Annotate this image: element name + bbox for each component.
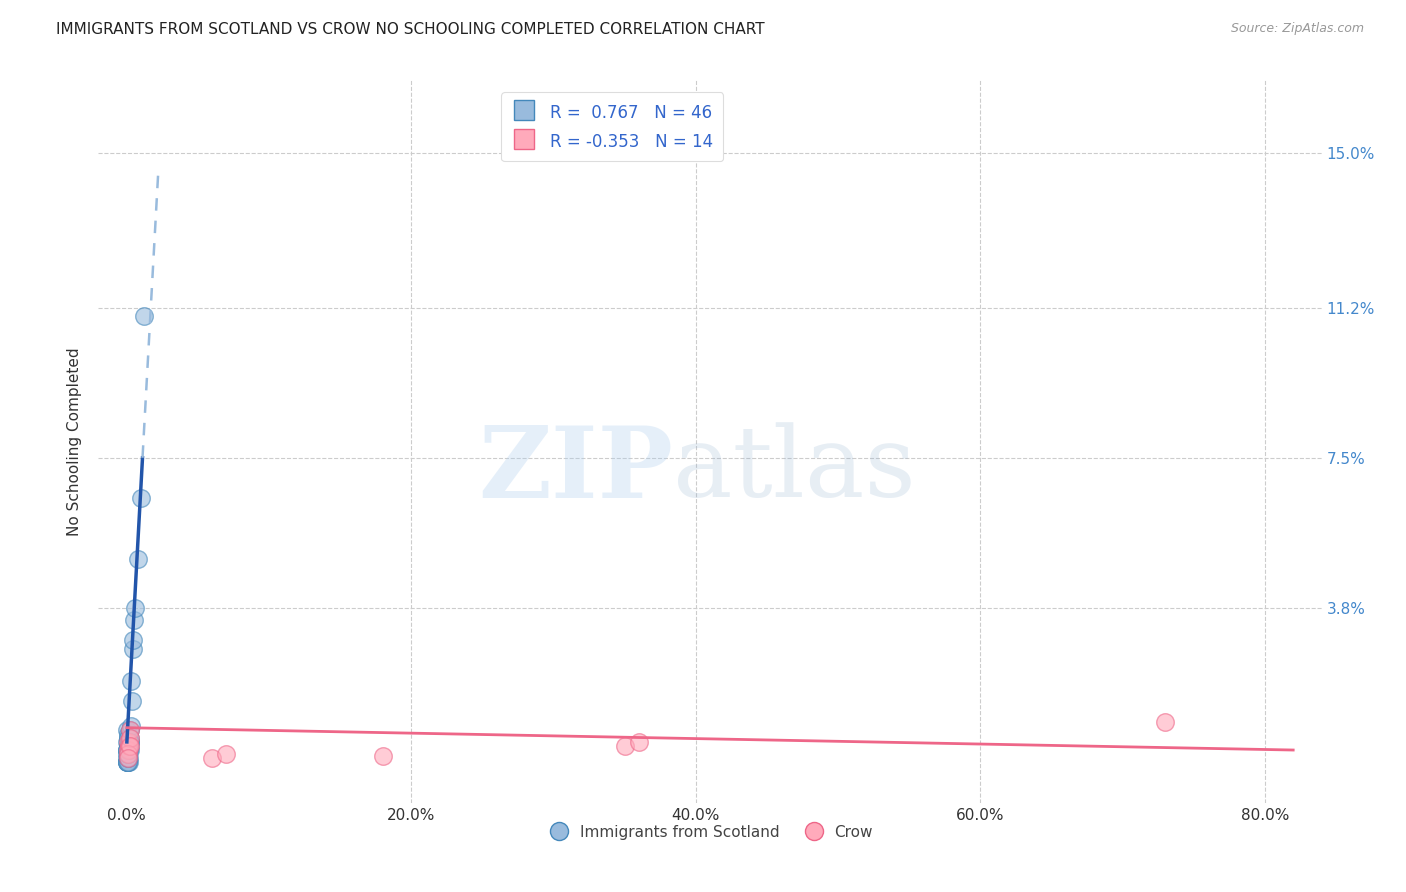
- Point: [118, 723, 141, 737]
- Point: [132, 309, 155, 323]
- Point: [117, 755, 139, 769]
- Point: [122, 633, 145, 648]
- Point: [118, 735, 141, 749]
- Point: [118, 739, 141, 753]
- Point: [117, 735, 139, 749]
- Text: atlas: atlas: [673, 423, 917, 518]
- Point: [115, 751, 138, 765]
- Point: [115, 743, 138, 757]
- Point: [115, 755, 138, 769]
- Point: [118, 751, 141, 765]
- Point: [121, 641, 143, 656]
- Point: [115, 743, 138, 757]
- Point: [1154, 714, 1177, 729]
- Point: [115, 755, 138, 769]
- Point: [118, 735, 141, 749]
- Text: IMMIGRANTS FROM SCOTLAND VS CROW NO SCHOOLING COMPLETED CORRELATION CHART: IMMIGRANTS FROM SCOTLAND VS CROW NO SCHO…: [56, 22, 765, 37]
- Point: [122, 613, 145, 627]
- Point: [120, 719, 142, 733]
- Text: ZIP: ZIP: [478, 422, 673, 519]
- Point: [118, 735, 141, 749]
- Point: [117, 751, 139, 765]
- Point: [115, 743, 138, 757]
- Y-axis label: No Schooling Completed: No Schooling Completed: [67, 347, 83, 536]
- Point: [117, 747, 139, 761]
- Point: [118, 723, 141, 737]
- Point: [115, 755, 138, 769]
- Point: [115, 723, 138, 737]
- Point: [117, 743, 139, 757]
- Point: [117, 739, 139, 753]
- Point: [117, 751, 139, 765]
- Point: [124, 601, 146, 615]
- Point: [117, 747, 139, 761]
- Point: [118, 755, 141, 769]
- Point: [117, 747, 139, 761]
- Point: [120, 731, 142, 745]
- Point: [121, 694, 143, 708]
- Point: [120, 673, 142, 688]
- Point: [117, 743, 139, 757]
- Point: [118, 743, 141, 757]
- Point: [129, 491, 152, 506]
- Point: [117, 731, 139, 745]
- Point: [371, 749, 394, 764]
- Point: [115, 735, 138, 749]
- Point: [215, 747, 238, 761]
- Point: [117, 747, 139, 761]
- Point: [117, 739, 139, 753]
- Point: [127, 552, 149, 566]
- Text: Source: ZipAtlas.com: Source: ZipAtlas.com: [1230, 22, 1364, 36]
- Point: [613, 739, 636, 753]
- Point: [117, 739, 139, 753]
- Legend: Immigrants from Scotland, Crow: Immigrants from Scotland, Crow: [541, 819, 879, 846]
- Point: [118, 743, 141, 757]
- Point: [115, 747, 138, 761]
- Point: [201, 751, 224, 765]
- Point: [115, 755, 138, 769]
- Point: [627, 735, 650, 749]
- Point: [117, 727, 139, 741]
- Point: [118, 739, 141, 753]
- Point: [117, 731, 139, 745]
- Point: [118, 739, 141, 753]
- Point: [117, 751, 139, 765]
- Point: [117, 755, 139, 769]
- Point: [117, 751, 139, 765]
- Point: [120, 731, 142, 745]
